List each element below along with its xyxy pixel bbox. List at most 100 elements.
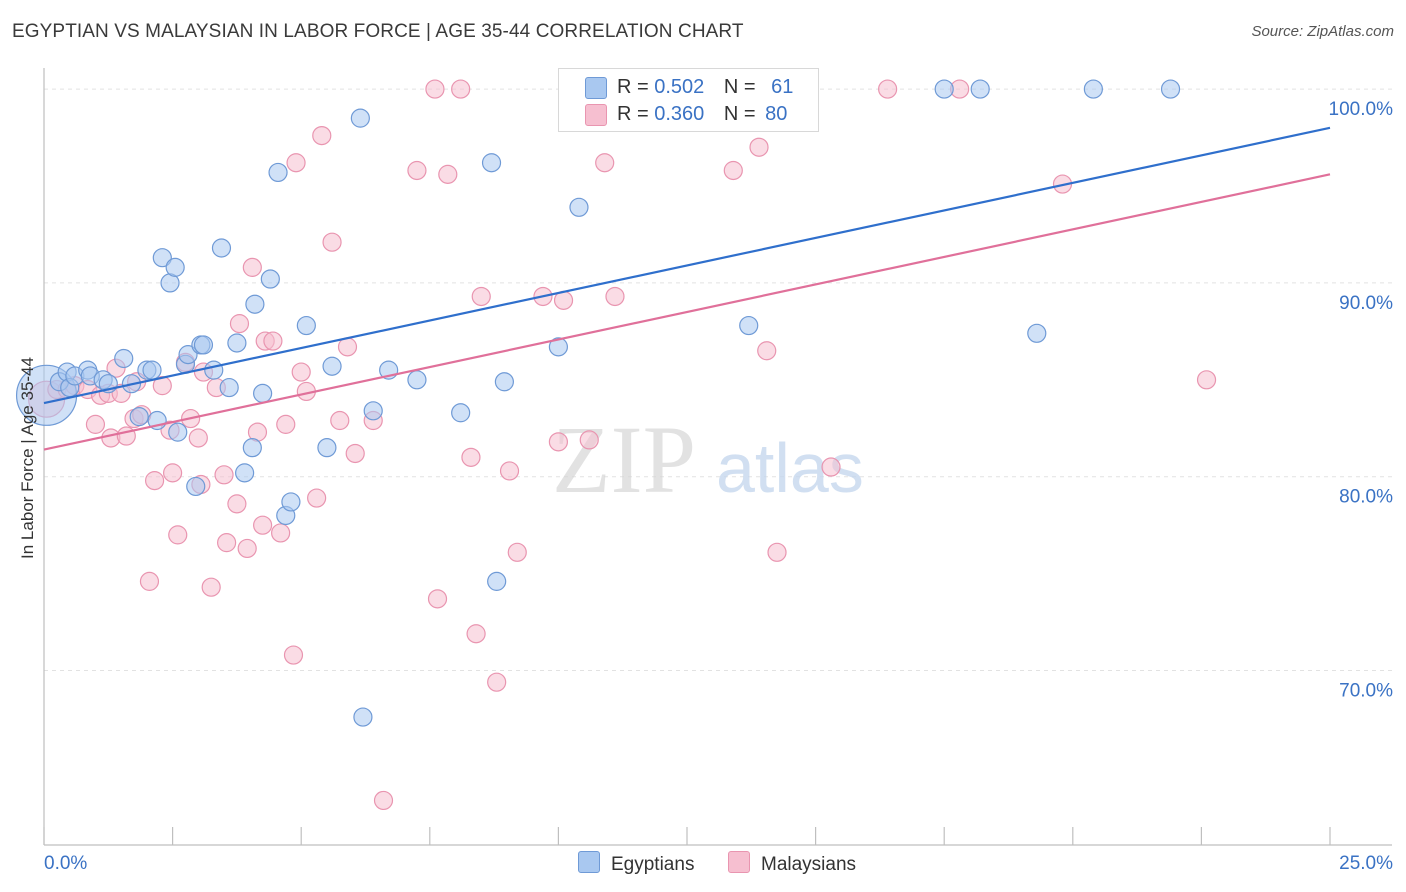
egyptians-point <box>970 79 990 99</box>
malaysians-point <box>276 414 296 434</box>
egyptians-point <box>245 294 265 314</box>
watermark-zip: ZIP <box>552 406 696 513</box>
malaysians-point <box>507 542 527 562</box>
malaysians-point <box>163 463 183 483</box>
egyptians-point <box>260 269 280 289</box>
legend-n-label: N = <box>723 76 756 98</box>
egyptians-point <box>178 345 198 365</box>
malaysians-point <box>451 79 471 99</box>
malaysians-point <box>749 137 769 157</box>
egyptians-point <box>219 377 239 398</box>
malaysians-point <box>821 457 841 477</box>
malaysians-point <box>263 331 283 351</box>
malaysians-point <box>168 525 188 545</box>
egyptians-point <box>296 315 316 336</box>
bottom-legend-label-egyptians: Egyptians <box>611 854 695 875</box>
y-tick-label: 70.0% <box>1339 681 1393 702</box>
egyptians-point <box>227 333 247 353</box>
malaysians-point <box>471 286 491 307</box>
legend-r-value-malaysians: 0.360 <box>654 103 705 125</box>
malaysians-point <box>227 494 247 514</box>
egyptians-point <box>242 438 262 458</box>
egyptians-point <box>152 248 172 268</box>
egyptians-point <box>481 153 502 173</box>
malaysians-point <box>723 160 743 181</box>
malaysians-point <box>757 341 777 361</box>
correlation-legend: R = 0.502 N = 61 R = 0.360 N = 80 <box>558 68 819 132</box>
malaysians-point <box>291 362 311 382</box>
malaysians-point <box>1196 370 1217 390</box>
watermark-atlas: atlas <box>716 429 864 507</box>
egyptians-point <box>235 463 255 483</box>
bottom-legend-egyptians: Egyptians <box>578 851 694 876</box>
egyptians-swatch <box>585 77 607 99</box>
y-tick-label: 80.0% <box>1339 487 1393 508</box>
egyptians-point <box>268 162 288 183</box>
malaysians-point <box>307 488 327 508</box>
legend-n-value-malaysians: 80 <box>765 103 788 125</box>
egyptians-point <box>281 492 301 512</box>
malaysians-point <box>139 571 160 591</box>
malaysians-swatch <box>728 851 750 873</box>
malaysians-point <box>427 589 448 609</box>
egyptians-point <box>1160 79 1181 99</box>
legend-r-value-egyptians: 0.502 <box>654 76 705 98</box>
egyptians-point <box>353 707 373 727</box>
egyptians-trend-line <box>43 126 1331 405</box>
malaysians-point <box>767 542 787 562</box>
egyptians-swatch <box>578 851 600 873</box>
egyptians-point <box>569 197 589 217</box>
y-tick-label: 90.0% <box>1339 293 1393 314</box>
egyptians-point <box>317 438 337 458</box>
egyptians-point <box>494 372 514 392</box>
malaysians-point <box>214 465 234 485</box>
x-tick-label-min: 0.0% <box>44 853 87 874</box>
malaysians-point <box>312 125 332 146</box>
malaysians-point <box>438 164 458 184</box>
egyptians-point <box>487 571 507 591</box>
malaysians-point <box>345 443 365 464</box>
legend-r-label: R = <box>617 76 649 98</box>
malaysians-point <box>242 257 262 277</box>
egyptians-point <box>548 337 569 357</box>
egyptians-point <box>739 315 759 336</box>
egyptians-point <box>186 476 206 497</box>
malaysians-point <box>229 314 250 334</box>
egyptians-point <box>1083 79 1103 99</box>
legend-n-label: N = <box>723 103 756 125</box>
egyptians-point <box>350 108 370 128</box>
egyptians-point <box>322 356 342 376</box>
egyptians-point <box>142 360 162 380</box>
malaysians-point <box>407 160 427 181</box>
y-axis-title: In Labor Force | Age 35-44 <box>18 357 37 559</box>
malaysians-point <box>548 432 569 452</box>
malaysians-point <box>217 533 237 553</box>
y-tick-label: 100.0% <box>1329 99 1394 120</box>
egyptians-point <box>451 403 471 423</box>
malaysians-point <box>605 286 625 307</box>
bottom-legend-label-malaysians: Malaysians <box>761 854 857 875</box>
egyptians-point <box>1027 323 1047 343</box>
malaysians-point <box>499 461 520 481</box>
malaysians-point <box>878 79 898 99</box>
egyptians-point <box>114 348 134 369</box>
malaysians-point <box>85 414 106 434</box>
malaysians-point <box>425 79 445 99</box>
chart-source: Source: ZipAtlas.com <box>1251 23 1394 40</box>
malaysians-point <box>188 428 208 448</box>
egyptians-point <box>165 257 185 277</box>
egyptians-point <box>204 360 224 380</box>
malaysians-point <box>322 232 342 252</box>
egyptians-point <box>193 335 214 355</box>
malaysians-point <box>283 645 304 665</box>
malaysians-point <box>271 523 291 543</box>
malaysians-point <box>579 430 599 450</box>
malaysians-point <box>461 447 481 467</box>
malaysians-point <box>487 672 507 692</box>
egyptians-point <box>211 238 232 258</box>
series-egyptians <box>15 79 1181 727</box>
egyptians-point <box>934 79 954 99</box>
malaysians-point <box>466 624 486 644</box>
malaysians-point <box>201 577 221 597</box>
